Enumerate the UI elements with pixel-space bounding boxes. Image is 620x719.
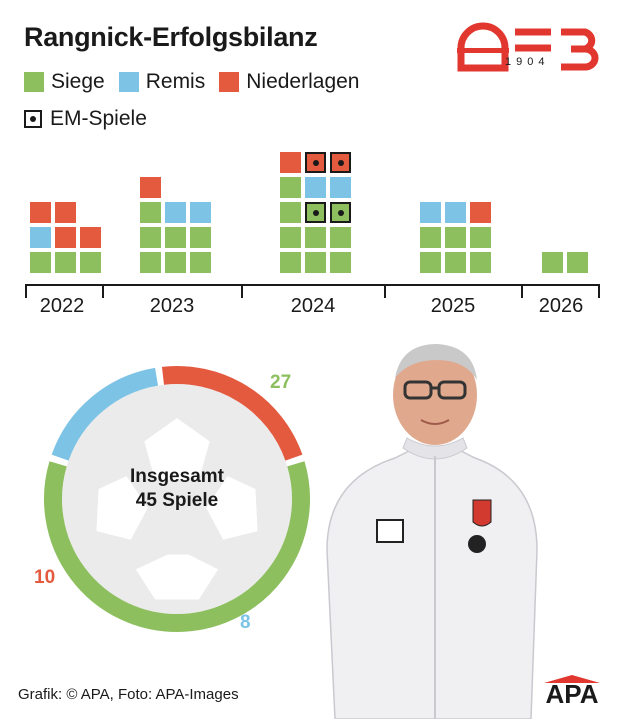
- waffle-square-siege: [420, 252, 441, 273]
- waffle-square-siege: [445, 227, 466, 248]
- value-label-siege: 27: [270, 372, 292, 393]
- waffle-square-siege: [140, 227, 161, 248]
- legend-label-em: EM-Spiele: [50, 107, 147, 130]
- legend-swatch-remis: [118, 72, 139, 92]
- legend-label-niederlagen: Niederlagen: [246, 70, 360, 93]
- tick-label-2022: 2022: [39, 295, 85, 317]
- waffle-square-siege: [30, 252, 51, 273]
- center-line-2: 45 Spiele: [135, 490, 219, 511]
- waffle-square-siege: [330, 227, 351, 248]
- waffle-square-siege: [280, 177, 301, 198]
- legend-swatch-siege: [24, 72, 44, 92]
- waffle-square-siege: [280, 252, 301, 273]
- waffle-chart: [0, 0, 620, 290]
- tick-label-2024: 2024: [290, 295, 336, 317]
- football-pattern: [96, 418, 258, 600]
- tick-label-2023: 2023: [149, 295, 195, 317]
- waffle-square-siege: [420, 227, 441, 248]
- waffle-square-niederlagen: [280, 152, 301, 173]
- donut-segment-siege: [44, 461, 310, 632]
- x-axis: [26, 284, 599, 286]
- legend-item-siege: Siege: [24, 70, 105, 94]
- waffle-square-siege: [190, 227, 211, 248]
- waffle-square-siege: [305, 252, 326, 273]
- waffle-square-remis: [305, 177, 326, 198]
- waffle-square-niederlagen-em: [305, 152, 326, 173]
- legend-em: EM-Spiele: [24, 107, 147, 131]
- value-label-remis: 8: [240, 612, 251, 633]
- waffle-square-niederlagen: [140, 177, 161, 198]
- legend-swatch-niederlagen: [219, 72, 240, 92]
- axis-tick: [102, 284, 104, 298]
- waffle-square-siege-em: [305, 202, 326, 223]
- waffle-square-remis: [420, 202, 441, 223]
- waffle-square-siege: [542, 252, 563, 273]
- waffle-square-siege: [190, 252, 211, 273]
- legend-item-niederlagen: Niederlagen: [219, 70, 359, 94]
- apa-logo: APA: [544, 675, 600, 707]
- waffle-square-siege: [165, 252, 186, 273]
- waffle-square-siege: [55, 252, 76, 273]
- waffle-square-remis: [30, 227, 51, 248]
- waffle-square-niederlagen: [80, 227, 101, 248]
- chart-title: Rangnick-Erfolgsbilanz: [24, 22, 318, 52]
- waffle-square-remis: [190, 202, 211, 223]
- waffle-square-siege: [140, 252, 161, 273]
- waffle-square-remis: [165, 202, 186, 223]
- waffle-square-niederlagen: [470, 202, 491, 223]
- waffle-square-siege: [280, 202, 301, 223]
- results-donut: [44, 366, 310, 632]
- apa-logo-text: APA: [546, 679, 599, 707]
- waffle-square-niederlagen-em: [330, 152, 351, 173]
- waffle-square-siege: [445, 252, 466, 273]
- axis-tick: [521, 284, 523, 298]
- em-marker-icon: [24, 110, 42, 128]
- waffle-square-niederlagen: [55, 227, 76, 248]
- legend-item-remis: Remis: [118, 70, 206, 94]
- oefb-logo: [457, 22, 599, 72]
- waffle-square-siege: [280, 227, 301, 248]
- tick-label-2025: 2025: [430, 295, 476, 317]
- waffle-square-siege: [140, 202, 161, 223]
- waffle-square-siege: [80, 252, 101, 273]
- waffle-square-siege: [305, 227, 326, 248]
- legend: Siege Remis Niederlagen: [24, 70, 373, 94]
- coach-photo: [326, 344, 538, 719]
- waffle-square-siege: [470, 227, 491, 248]
- waffle-square-remis: [330, 177, 351, 198]
- waffle-square-niederlagen: [30, 202, 51, 223]
- value-label-niederlagen: 10: [34, 567, 56, 588]
- donut-segment-niederlagen: [161, 366, 303, 461]
- axis-tick: [241, 284, 243, 298]
- waffle-square-siege: [567, 252, 588, 273]
- waffle-square-siege: [470, 252, 491, 273]
- axis-tick: [598, 284, 600, 298]
- waffle-square-siege: [165, 227, 186, 248]
- source-credit: Grafik: © APA, Foto: APA-Images: [18, 686, 239, 703]
- waffle-square-niederlagen: [55, 202, 76, 223]
- football-icon: [62, 384, 292, 614]
- donut-segment-remis: [51, 367, 159, 461]
- waffle-square-siege: [330, 252, 351, 273]
- logo-year: 1904: [505, 56, 550, 68]
- axis-tick: [384, 284, 386, 298]
- tick-label-2026: 2026: [538, 295, 584, 317]
- axis-tick: [25, 284, 27, 298]
- legend-label-remis: Remis: [145, 70, 206, 93]
- legend-label-siege: Siege: [51, 70, 105, 93]
- waffle-square-remis: [445, 202, 466, 223]
- center-line-1: Insgesamt: [130, 466, 224, 487]
- donut-center-label: Insgesamt 45 Spiele: [100, 465, 254, 513]
- waffle-square-siege-em: [330, 202, 351, 223]
